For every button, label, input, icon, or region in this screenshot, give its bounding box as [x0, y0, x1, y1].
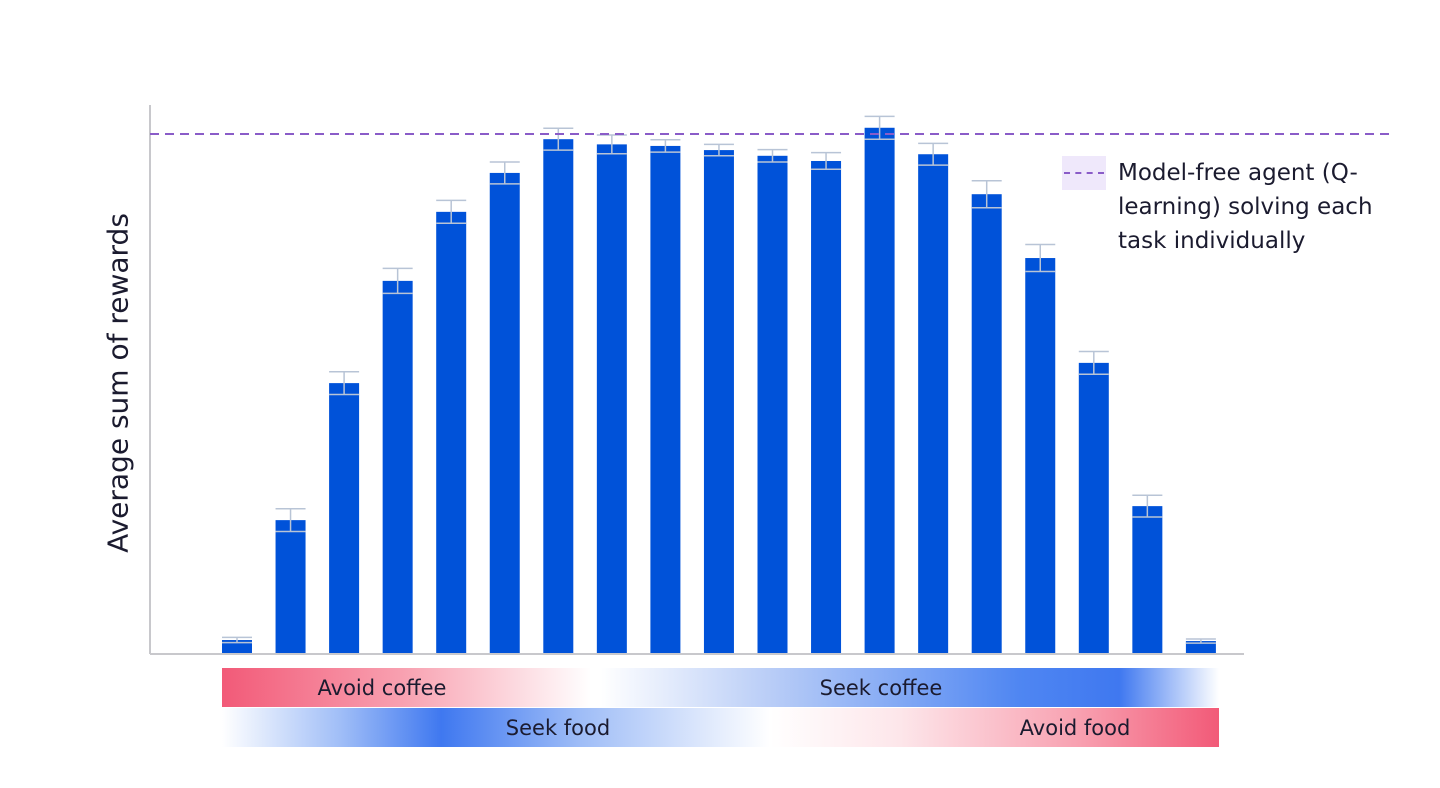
bar — [1132, 506, 1163, 653]
bar — [864, 127, 895, 654]
bar — [703, 150, 734, 654]
bar — [971, 194, 1002, 654]
bar — [436, 211, 467, 653]
bar — [918, 154, 949, 653]
bar — [489, 172, 520, 654]
bar — [596, 144, 627, 653]
task-band-coffee: Avoid coffee Seek coffee — [222, 668, 1219, 707]
bar — [1185, 641, 1216, 653]
bar — [650, 145, 681, 653]
bar — [1078, 362, 1109, 653]
bar — [811, 160, 842, 653]
legend-label: Model-free agent (Q-learning) solving ea… — [1118, 160, 1373, 254]
y-axis-label: Average sum of rewards — [101, 213, 135, 553]
bar — [757, 155, 788, 653]
bar — [543, 139, 574, 653]
bars-group — [222, 115, 1216, 654]
bar — [275, 520, 306, 653]
legend-dashed-line-icon — [1062, 156, 1106, 190]
task-band-food: Seek food Avoid food — [222, 708, 1219, 747]
band-label-seek-food: Seek food — [505, 715, 611, 740]
band-label-avoid-food: Avoid food — [1019, 715, 1131, 740]
bar — [1025, 258, 1056, 653]
band-label-seek-coffee: Seek coffee — [819, 675, 943, 700]
bar — [329, 383, 360, 653]
legend: Model-free agent (Q-learning) solving ea… — [1062, 156, 1408, 258]
bar — [382, 280, 413, 653]
band-label-avoid-coffee: Avoid coffee — [317, 675, 447, 700]
